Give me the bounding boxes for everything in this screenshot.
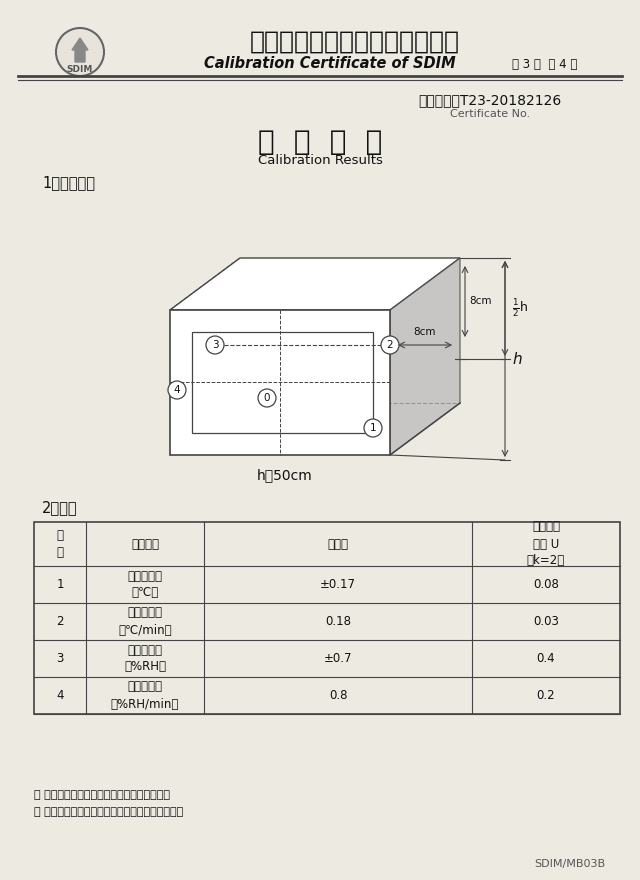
Text: 湿度波动度
（%RH）: 湿度波动度 （%RH）: [124, 643, 166, 673]
Text: SDIM/MB03B: SDIM/MB03B: [534, 859, 605, 869]
Text: 8cm: 8cm: [413, 327, 436, 337]
Circle shape: [206, 336, 224, 354]
Text: ＊ 本证书的校准结果仅对所校准的计量器具有效。: ＊ 本证书的校准结果仅对所校准的计量器具有效。: [34, 807, 183, 817]
Text: 山东省计量科学研究院校准证书: 山东省计量科学研究院校准证书: [250, 30, 460, 54]
Text: 2: 2: [56, 615, 64, 628]
Circle shape: [56, 28, 104, 76]
Polygon shape: [72, 38, 88, 62]
Bar: [34, 522, 620, 714]
Text: Calibration Certificate of SDIM: Calibration Certificate of SDIM: [204, 56, 456, 71]
Text: 校  准  结  果: 校 准 结 果: [258, 128, 382, 156]
Text: 4: 4: [173, 385, 180, 395]
Text: 0.2: 0.2: [537, 689, 556, 702]
Text: 0.08: 0.08: [533, 578, 559, 591]
Text: ±0.17: ±0.17: [320, 578, 356, 591]
Text: ±0.7: ±0.7: [324, 652, 352, 665]
Text: h＜50cm: h＜50cm: [257, 468, 313, 482]
Text: ＊ 未经本院书面批准，不得部分复印此证书。: ＊ 未经本院书面批准，不得部分复印此证书。: [34, 790, 170, 800]
Text: Certificate No.: Certificate No.: [450, 109, 530, 119]
Circle shape: [381, 336, 399, 354]
Text: 温度波动度
（℃）: 温度波动度 （℃）: [127, 569, 163, 599]
Text: 8cm: 8cm: [469, 297, 492, 306]
Text: 3: 3: [56, 652, 64, 665]
Polygon shape: [170, 258, 460, 310]
Polygon shape: [170, 310, 390, 455]
Text: 2、数据: 2、数据: [42, 501, 77, 516]
Text: 温度变化率
（℃/min）: 温度变化率 （℃/min）: [118, 606, 172, 636]
Text: 0.03: 0.03: [533, 615, 559, 628]
Text: 3: 3: [212, 340, 218, 350]
Text: 扩展不确
定度 U
（k=2）: 扩展不确 定度 U （k=2）: [527, 520, 565, 568]
Text: 校准值: 校准值: [328, 538, 349, 551]
Text: 1、布点图：: 1、布点图：: [42, 175, 95, 190]
Text: 校准项目: 校准项目: [131, 538, 159, 551]
Text: 1: 1: [370, 423, 376, 433]
Circle shape: [258, 389, 276, 407]
Text: 4: 4: [56, 689, 64, 702]
Text: 序
号: 序 号: [56, 529, 63, 559]
Text: SDIM: SDIM: [67, 64, 93, 74]
Text: 1: 1: [56, 578, 64, 591]
Text: 0.18: 0.18: [325, 615, 351, 628]
Text: 湿度变化率
（%RH/min）: 湿度变化率 （%RH/min）: [111, 680, 179, 710]
Circle shape: [364, 419, 382, 437]
Text: 证书编号：T23-20182126: 证书编号：T23-20182126: [419, 93, 562, 107]
Text: 0.4: 0.4: [537, 652, 556, 665]
Text: 0.8: 0.8: [329, 689, 348, 702]
Circle shape: [168, 381, 186, 399]
Text: 2: 2: [387, 340, 394, 350]
Text: 0: 0: [264, 393, 270, 403]
Text: Calibration Results: Calibration Results: [257, 153, 383, 166]
Text: $\frac{1}{2}$h: $\frac{1}{2}$h: [512, 297, 528, 319]
Text: 第 3 页  共 4 页: 第 3 页 共 4 页: [512, 57, 578, 70]
Text: h: h: [512, 351, 522, 366]
Polygon shape: [390, 258, 460, 455]
